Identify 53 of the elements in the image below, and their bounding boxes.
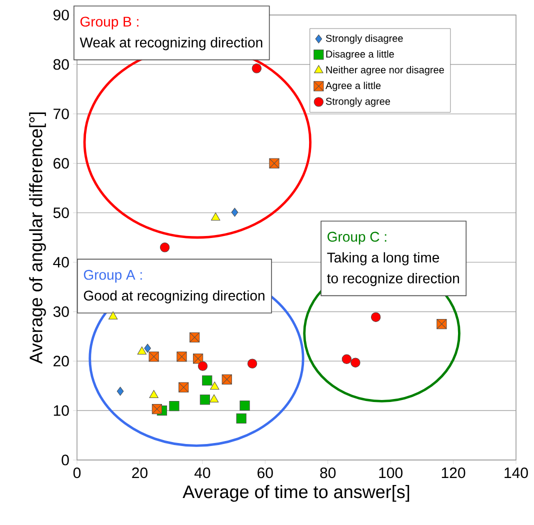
x-tick-label: 140 xyxy=(504,468,528,478)
point xyxy=(236,413,246,424)
point xyxy=(231,208,238,217)
y-tick-label: 20 xyxy=(54,356,69,366)
point xyxy=(200,394,210,405)
point xyxy=(169,401,180,412)
point xyxy=(160,242,170,252)
point xyxy=(144,344,151,353)
legend-label: Strongly agree xyxy=(326,98,390,107)
legend-label: Strongly disagree xyxy=(326,34,403,44)
point xyxy=(210,382,220,390)
x-tick-label: 40 xyxy=(194,468,210,478)
annotation: Group C : xyxy=(328,232,386,244)
x-tick-label: 0 xyxy=(73,468,81,478)
y-tick-label: 80 xyxy=(53,59,69,70)
point xyxy=(342,354,352,364)
legend-label: Neither agree nor disagree xyxy=(326,66,444,76)
y-tick-label: 40 xyxy=(53,256,69,268)
annotation: Group B : xyxy=(80,16,138,30)
annotation: Weak at recognizing direction xyxy=(80,37,262,50)
y-tick-label: 70 xyxy=(54,108,69,120)
x-tick-label: 60 xyxy=(258,468,273,478)
y-tick-label: 30 xyxy=(53,306,69,317)
annotation: to recognize direction xyxy=(327,273,459,286)
x-tick-label: 100 xyxy=(379,468,402,478)
point xyxy=(350,358,360,368)
x-tick-label: 80 xyxy=(320,468,336,478)
point xyxy=(202,375,212,386)
legend-label: Disagree a little xyxy=(326,50,394,60)
y-tick-label: 50 xyxy=(53,207,69,218)
point xyxy=(108,311,118,320)
point xyxy=(252,64,262,74)
x-axis-title: Average of time to answer[s] xyxy=(182,485,410,502)
point xyxy=(137,346,146,354)
annotation: Group A : xyxy=(84,270,142,283)
point xyxy=(198,361,208,371)
point xyxy=(211,212,220,220)
legend-label: Agree a little xyxy=(325,82,381,92)
point xyxy=(240,400,250,411)
x-tick-label: 20 xyxy=(132,468,148,478)
annotation: Taking a long time xyxy=(327,252,440,266)
point xyxy=(209,394,219,402)
y-tick-label: 10 xyxy=(54,405,69,416)
point xyxy=(370,312,381,322)
y-axis-title: Average of angular difference[°] xyxy=(29,112,46,364)
y-tick-label: 0 xyxy=(62,454,69,466)
annotation: Good at recognizing direction xyxy=(84,290,264,304)
point xyxy=(149,390,158,398)
point xyxy=(247,358,258,368)
y-tick-label: 90 xyxy=(53,10,69,20)
x-tick-label: 120 xyxy=(442,468,466,478)
point xyxy=(116,386,124,396)
y-tick-label: 60 xyxy=(54,158,69,169)
